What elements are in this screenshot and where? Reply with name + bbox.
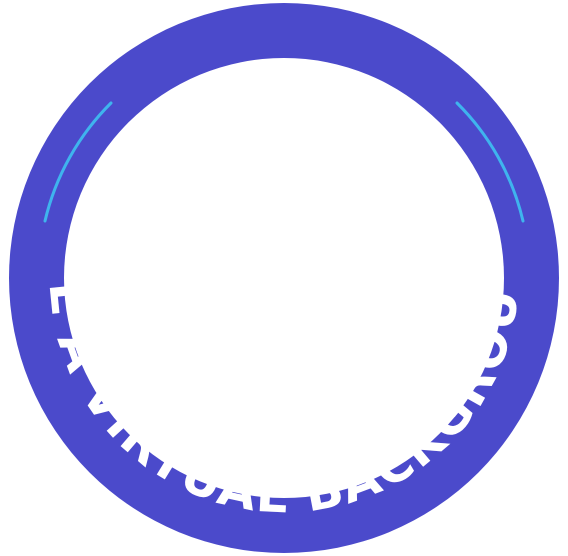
inner-photo-area: [64, 58, 504, 498]
right-accent-line: [455, 101, 525, 223]
left-accent-line: [43, 101, 113, 223]
